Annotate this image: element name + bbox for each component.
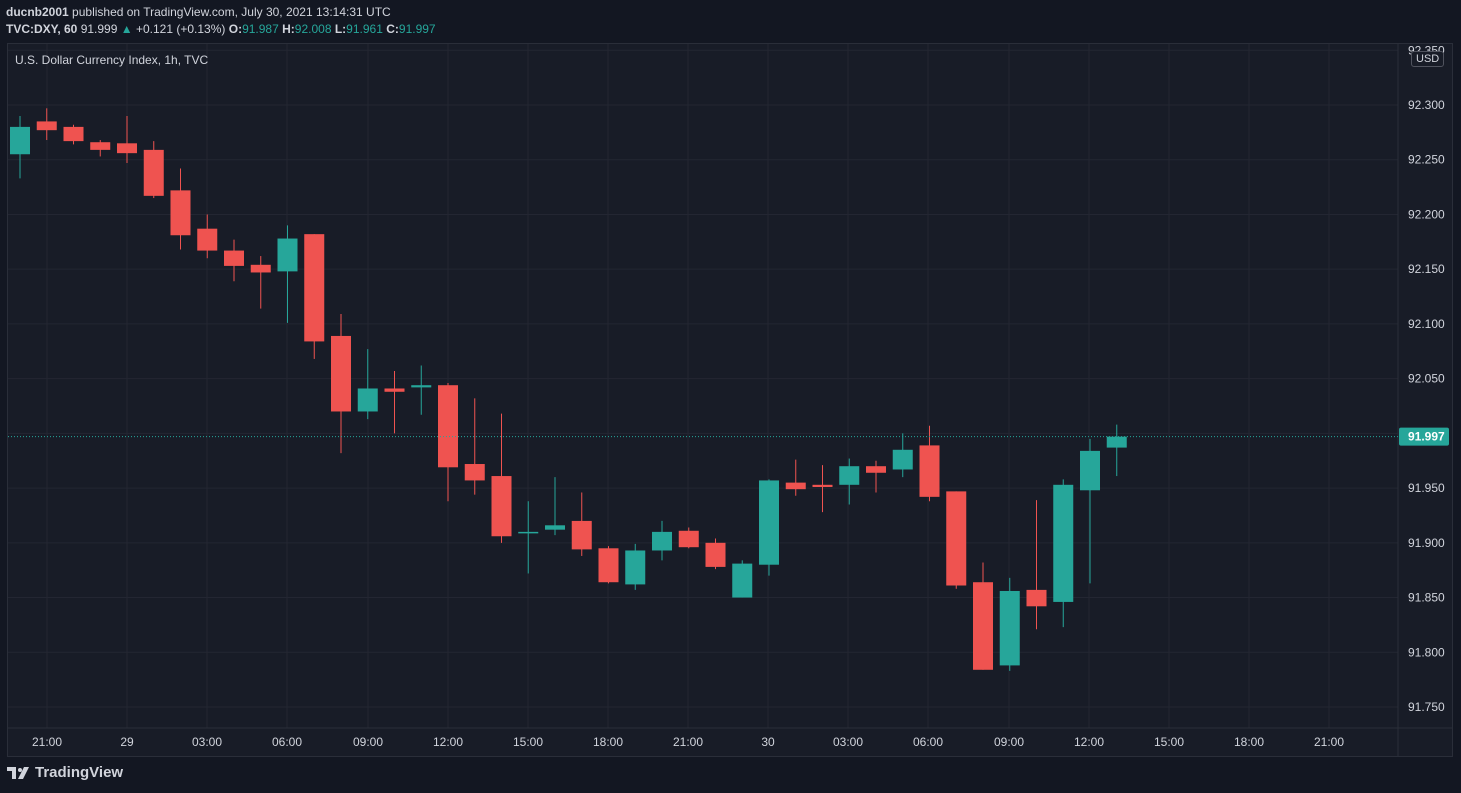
candle-body xyxy=(197,228,218,251)
candle-body xyxy=(438,385,458,468)
tradingview-logo-icon xyxy=(7,766,29,779)
open-value: 91.987 xyxy=(242,22,279,36)
close-label: C: xyxy=(386,22,399,36)
x-tick-label: 29 xyxy=(120,735,134,749)
x-tick-label: 09:00 xyxy=(994,735,1024,749)
y-tick-label: 91.950 xyxy=(1408,481,1445,495)
candle-body xyxy=(892,449,913,470)
last-price: 91.999 xyxy=(80,22,118,36)
high-label: H: xyxy=(282,22,295,36)
candle-body xyxy=(973,582,993,670)
x-tick-label: 15:00 xyxy=(513,735,543,749)
y-tick-label: 92.100 xyxy=(1408,317,1445,331)
candle-body xyxy=(117,143,137,154)
current-price-label: 91.997 xyxy=(1408,430,1445,444)
close-value: 91.997 xyxy=(398,22,436,36)
x-tick-label: 21:00 xyxy=(1314,735,1344,749)
x-tick-label: 18:00 xyxy=(1234,735,1264,749)
y-tick-label: 92.150 xyxy=(1408,262,1445,276)
x-tick-label: 30 xyxy=(761,735,775,749)
open-label: O: xyxy=(228,22,243,36)
candle-body xyxy=(304,234,325,342)
y-tick-label: 91.800 xyxy=(1408,645,1445,659)
candle-body xyxy=(143,149,164,196)
x-tick-label: 12:00 xyxy=(433,735,463,749)
change-value: +0.121 (+0.13%) xyxy=(135,22,226,36)
candle-body xyxy=(331,335,351,412)
y-tick-label: 92.200 xyxy=(1408,207,1445,221)
candle-body xyxy=(518,531,539,534)
candle-body xyxy=(625,550,646,585)
low-value: 91.961 xyxy=(346,22,383,36)
chart-frame[interactable] xyxy=(7,43,1453,757)
candle-body xyxy=(812,484,833,487)
symbol-label: TVC:DXY, 60 xyxy=(6,22,78,36)
candle-body xyxy=(1053,484,1074,602)
candle-body xyxy=(63,126,84,142)
candle-body xyxy=(705,542,726,567)
candle-body xyxy=(357,388,378,412)
x-tick-label: 21:00 xyxy=(32,735,62,749)
candle-body xyxy=(36,121,57,131)
y-tick-label: 92.300 xyxy=(1408,98,1445,112)
current-price-badge xyxy=(1399,427,1449,446)
candle-body xyxy=(224,250,244,266)
y-tick-label: 91.900 xyxy=(1408,536,1445,550)
brand-name: TradingView xyxy=(35,764,124,781)
candle-body xyxy=(1106,436,1127,448)
x-tick-label: 12:00 xyxy=(1074,735,1104,749)
x-tick-label: 03:00 xyxy=(192,735,222,749)
candle-body xyxy=(946,491,967,586)
y-tick-label: 92.250 xyxy=(1408,153,1445,167)
candle-body xyxy=(759,480,779,565)
candle-body xyxy=(464,464,485,481)
candle-body xyxy=(10,126,30,155)
candle-body xyxy=(678,530,699,548)
candle-body xyxy=(999,590,1020,666)
candle-body xyxy=(732,563,753,598)
candle-body xyxy=(1026,589,1047,607)
candle-body xyxy=(545,525,565,530)
author-name: ducnb2001 xyxy=(6,5,69,19)
high-value: 92.008 xyxy=(294,22,332,36)
x-tick-label: 18:00 xyxy=(593,735,623,749)
currency-unit-button[interactable]: USD xyxy=(1411,51,1445,67)
candle-body xyxy=(598,548,619,583)
candle-body xyxy=(277,238,298,272)
chart-legend: U.S. Dollar Currency Index, 1h, TVC xyxy=(15,53,209,67)
y-tick-label: 91.850 xyxy=(1408,591,1445,605)
candle-body xyxy=(866,466,886,473)
low-label: L: xyxy=(334,22,347,36)
x-tick-label: 15:00 xyxy=(1154,735,1184,749)
candle-body xyxy=(839,466,860,485)
publish-text: published on TradingView.com, July 30, 2… xyxy=(72,5,391,19)
y-tick-label: 91.750 xyxy=(1408,700,1445,714)
x-tick-label: 09:00 xyxy=(353,735,383,749)
publish-info: ducnb2001 published on TradingView.com, … xyxy=(6,5,391,19)
candle-body xyxy=(919,445,940,497)
y-tick-label: 92.050 xyxy=(1408,372,1445,386)
tradingview-logo[interactable]: TradingView xyxy=(7,764,123,781)
candle-body xyxy=(652,531,672,551)
candle-body xyxy=(491,476,512,537)
x-tick-label: 21:00 xyxy=(673,735,703,749)
x-tick-label: 06:00 xyxy=(913,735,943,749)
candle-body xyxy=(571,520,592,550)
candle-body xyxy=(384,388,405,392)
candle-body xyxy=(170,190,191,236)
x-tick-label: 03:00 xyxy=(833,735,863,749)
change-arrow-icon: ▲ xyxy=(120,22,133,36)
ohlc-header: TVC:DXY, 60 91.999 ▲ +0.121 (+0.13%) O:9… xyxy=(6,22,436,36)
candle-body xyxy=(1080,450,1100,491)
candle-body xyxy=(785,482,806,490)
candle-body xyxy=(90,142,111,150)
x-tick-label: 06:00 xyxy=(272,735,302,749)
candle-body xyxy=(411,385,432,388)
candle-body xyxy=(250,264,271,273)
